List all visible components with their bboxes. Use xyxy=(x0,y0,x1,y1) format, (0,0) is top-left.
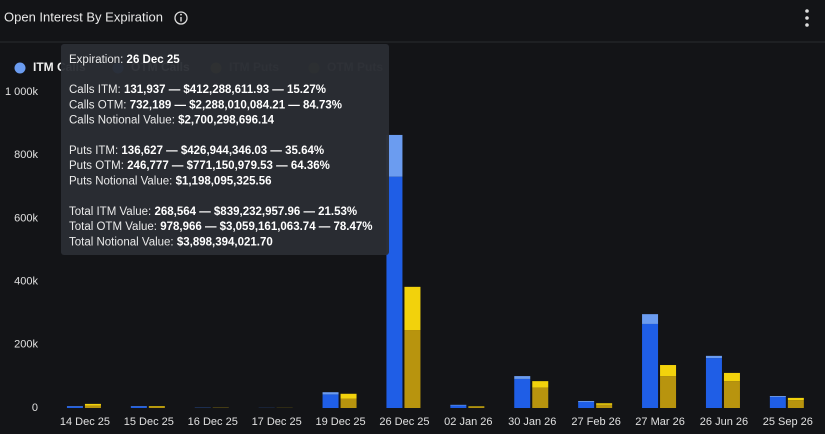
x-tick-label: 26 Jun 26 xyxy=(700,416,748,428)
tooltip-line: Total Notional Value: $3,898,394,021.70 xyxy=(69,236,273,248)
tooltip-label: Calls OTM: xyxy=(69,99,127,111)
bar-segment xyxy=(705,355,722,359)
tooltip-label: Puts OTM: xyxy=(69,160,124,172)
tooltip-label: Total Notional Value: xyxy=(69,236,174,248)
menu-icon[interactable] xyxy=(805,9,809,27)
tooltip-label: Puts Notional Value: xyxy=(69,176,172,188)
tooltip-value: 26 Dec 25 xyxy=(127,54,181,66)
x-tick-label: 19 Dec 25 xyxy=(315,416,365,428)
tooltip-label: Calls Notional Value: xyxy=(69,115,175,127)
bar-segment xyxy=(84,405,101,408)
bar-segment xyxy=(769,396,786,408)
bar-segment xyxy=(322,394,339,408)
bar-segment xyxy=(787,397,804,401)
tooltip: Expiration: 26 Dec 25 Calls ITM: 131,937 … xyxy=(61,44,389,255)
bar-segment xyxy=(514,378,531,408)
bar-segment xyxy=(148,406,165,408)
bar-segment xyxy=(514,376,531,379)
y-tick-label: 600k xyxy=(14,212,38,224)
x-tick-label: 27 Mar 26 xyxy=(635,416,685,428)
tooltip-line: Expiration: 26 Dec 25 xyxy=(69,54,180,66)
bar-segment xyxy=(578,401,595,402)
x-tick-label: 17 Dec 25 xyxy=(252,416,302,428)
tooltip-line: Total ITM Value: 268,564 — $839,232,957.… xyxy=(69,206,357,218)
bar-segment xyxy=(769,395,786,397)
x-tick-label: 25 Sep 26 xyxy=(763,416,813,428)
bar-segment xyxy=(468,407,485,408)
x-tick-label: 16 Dec 25 xyxy=(188,416,238,428)
bar-segment xyxy=(148,406,165,407)
tooltip-label: Calls ITM: xyxy=(69,84,121,96)
tooltip-value: $2,700,298,696.14 xyxy=(178,115,275,127)
bar-segment xyxy=(450,405,467,408)
info-icon[interactable] xyxy=(174,11,188,25)
tooltip-value: 136,627 — $426,944,346.03 — 35.64% xyxy=(121,145,324,157)
bar-segment xyxy=(705,358,722,408)
bar-segment xyxy=(404,330,421,408)
bar-segment xyxy=(468,406,485,408)
bar-segment xyxy=(642,314,659,324)
bar-segment xyxy=(660,365,677,377)
y-tick-label: 400k xyxy=(14,276,38,288)
bar-segment xyxy=(84,403,101,406)
tooltip-line: Calls Notional Value: $2,700,298,696.14 xyxy=(69,115,275,127)
bar-segment xyxy=(723,372,740,382)
tooltip-value: 732,189 — $2,288,010,084.21 — 84.73% xyxy=(130,99,342,111)
bar-segment xyxy=(723,381,740,408)
x-tick-label: 02 Jan 26 xyxy=(444,416,492,428)
y-tick-label: 800k xyxy=(14,149,38,161)
x-tick-label: 27 Feb 26 xyxy=(571,416,621,428)
tooltip-label: Total ITM Value: xyxy=(69,206,151,218)
tooltip-value: 268,564 — $839,232,957.96 — 21.53% xyxy=(154,206,357,218)
x-tick-label: 26 Dec 25 xyxy=(379,416,429,428)
bar-segment xyxy=(340,393,357,399)
bar-segment xyxy=(596,404,613,408)
tooltip-value: 131,937 — $412,288,611.93 — 15.27% xyxy=(124,84,326,96)
x-tick-label: 15 Dec 25 xyxy=(124,416,174,428)
tooltip-line: Calls ITM: 131,937 — $412,288,611.93 — 1… xyxy=(69,84,326,96)
bar-segment xyxy=(660,376,677,408)
tooltip-label: Expiration: xyxy=(69,54,123,66)
bar-segment xyxy=(596,403,613,405)
bar-segment xyxy=(386,134,403,177)
bar-segment xyxy=(787,400,804,408)
y-tick-label: 1 000k xyxy=(5,86,39,98)
bar-segment xyxy=(450,404,467,406)
tooltip-line: Puts ITM: 136,627 — $426,944,346.03 — 35… xyxy=(69,145,324,157)
tooltip-label: Puts ITM: xyxy=(69,145,118,157)
legend-marker xyxy=(14,62,26,74)
bar-segment xyxy=(578,401,595,408)
tooltip-line: Calls OTM: 732,189 — $2,288,010,084.21 —… xyxy=(69,99,342,111)
bar-segment xyxy=(404,286,421,331)
bar-segment xyxy=(340,398,357,408)
tooltip-value: 246,777 — $771,150,979.53 — 64.36% xyxy=(127,160,330,172)
tooltip-label: Total OTM Value: xyxy=(69,221,157,233)
bar-segment xyxy=(642,323,659,408)
bar-segment xyxy=(66,406,83,408)
bar-segment xyxy=(130,406,147,408)
tooltip-line: Puts Notional Value: $1,198,095,325.56 xyxy=(69,176,272,188)
tooltip-value: 978,966 — $3,059,161,063.74 — 78.47% xyxy=(160,221,372,233)
tooltip-line: Total OTM Value: 978,966 — $3,059,161,06… xyxy=(69,221,372,233)
x-tick-label: 14 Dec 25 xyxy=(60,416,110,428)
bar-segment xyxy=(386,176,403,408)
y-tick-label: 200k xyxy=(14,339,38,351)
chart-title: Open Interest By Expiration xyxy=(4,9,163,24)
tooltip-value: $1,198,095,325.56 xyxy=(176,176,272,188)
plot: 0 200k 400k 600k 800k 1 000k 14 Dec 25 15 Dec 2… xyxy=(5,86,813,428)
tooltip-box xyxy=(61,44,389,255)
tooltip-line: Puts OTM: 246,777 — $771,150,979.53 — 64… xyxy=(69,160,330,172)
x-tick-label: 30 Jan 26 xyxy=(508,416,556,428)
bar-segment xyxy=(532,381,549,388)
bar-segment xyxy=(532,387,549,408)
bar-segment xyxy=(322,392,339,395)
tooltip-value: $3,898,394,021.70 xyxy=(177,236,273,248)
y-tick-label: 0 xyxy=(32,402,38,414)
